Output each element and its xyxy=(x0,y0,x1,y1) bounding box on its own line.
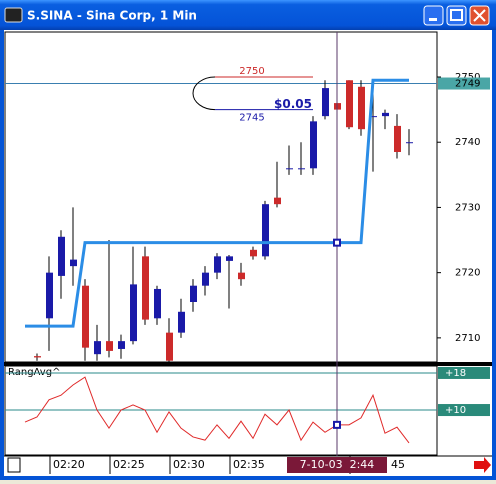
cursor-marker xyxy=(333,420,341,429)
annotation-bracket xyxy=(192,76,216,111)
range-line xyxy=(25,78,409,328)
candle-body xyxy=(298,168,305,170)
candle-body xyxy=(214,256,221,273)
panel-separator xyxy=(4,362,492,366)
x-tick-label: 45 xyxy=(391,458,405,471)
close-button[interactable] xyxy=(469,5,490,26)
y-tick-label: 2740 xyxy=(455,137,480,148)
candle-body xyxy=(34,356,41,358)
annotation-low-label: 2745 xyxy=(239,113,264,124)
x-tick-label: 02:20 xyxy=(53,458,85,471)
candle-body xyxy=(382,112,389,117)
annotation-label: $0.05 xyxy=(274,97,312,111)
candle-body xyxy=(190,285,197,302)
candle-body xyxy=(226,256,233,261)
y-tick-label: +10 xyxy=(445,405,466,416)
candle-body xyxy=(370,116,377,118)
window-title: S.SINA - Sina Corp, 1 Min xyxy=(27,9,197,23)
y-tick-label: 2710 xyxy=(455,333,480,344)
price-plot xyxy=(5,76,437,362)
y-tick-label: 2750 xyxy=(455,72,480,83)
candle-body xyxy=(154,288,161,319)
candle-body xyxy=(310,121,317,169)
candle-body xyxy=(262,204,269,257)
y-tick-label: 2730 xyxy=(455,202,480,213)
y-tick-box xyxy=(438,366,490,379)
title-bar xyxy=(0,0,496,30)
candle-body xyxy=(286,168,293,170)
scroll-box[interactable] xyxy=(7,457,21,473)
x-tick-label: 02:25 xyxy=(113,458,145,471)
candle-body xyxy=(94,341,101,355)
candle-body xyxy=(118,341,125,349)
candle-body xyxy=(46,272,53,319)
candle-body xyxy=(178,311,185,333)
scroll-arrow[interactable] xyxy=(474,457,491,473)
candle-body xyxy=(166,332,173,361)
last-price-label: 2749 xyxy=(455,79,480,90)
indicator-line xyxy=(24,376,410,444)
candle-body xyxy=(274,197,281,205)
candle-body xyxy=(238,272,245,280)
app-icon xyxy=(4,7,23,23)
candle-body xyxy=(358,86,365,130)
candle-body xyxy=(142,256,149,320)
candle-body xyxy=(250,249,257,257)
indicator-plot xyxy=(5,372,437,444)
cursor-box xyxy=(287,457,387,473)
candle-body xyxy=(406,142,413,144)
candle-body xyxy=(346,80,353,128)
candle-body xyxy=(106,341,113,351)
candle-body xyxy=(58,236,65,276)
cursor-marker xyxy=(333,238,341,247)
last-price-box xyxy=(438,77,490,90)
candle-body xyxy=(322,88,329,117)
annotation-high-label: 2750 xyxy=(239,66,264,77)
candle-body xyxy=(70,259,77,267)
x-tick-label: 02:30 xyxy=(173,458,205,471)
cursor-label: 7-10-03 2:44 xyxy=(300,458,375,471)
candle-body xyxy=(130,284,137,342)
candle-body xyxy=(82,285,89,348)
y-tick-label: +18 xyxy=(445,368,466,379)
candle-body xyxy=(394,125,401,152)
candle-body xyxy=(202,272,209,286)
y-tick-box xyxy=(438,404,490,417)
y-tick-label: 2720 xyxy=(455,268,480,279)
maximize-button[interactable] xyxy=(446,5,467,26)
minimize-button[interactable] xyxy=(423,5,444,26)
x-tick-label: 02:35 xyxy=(233,458,265,471)
